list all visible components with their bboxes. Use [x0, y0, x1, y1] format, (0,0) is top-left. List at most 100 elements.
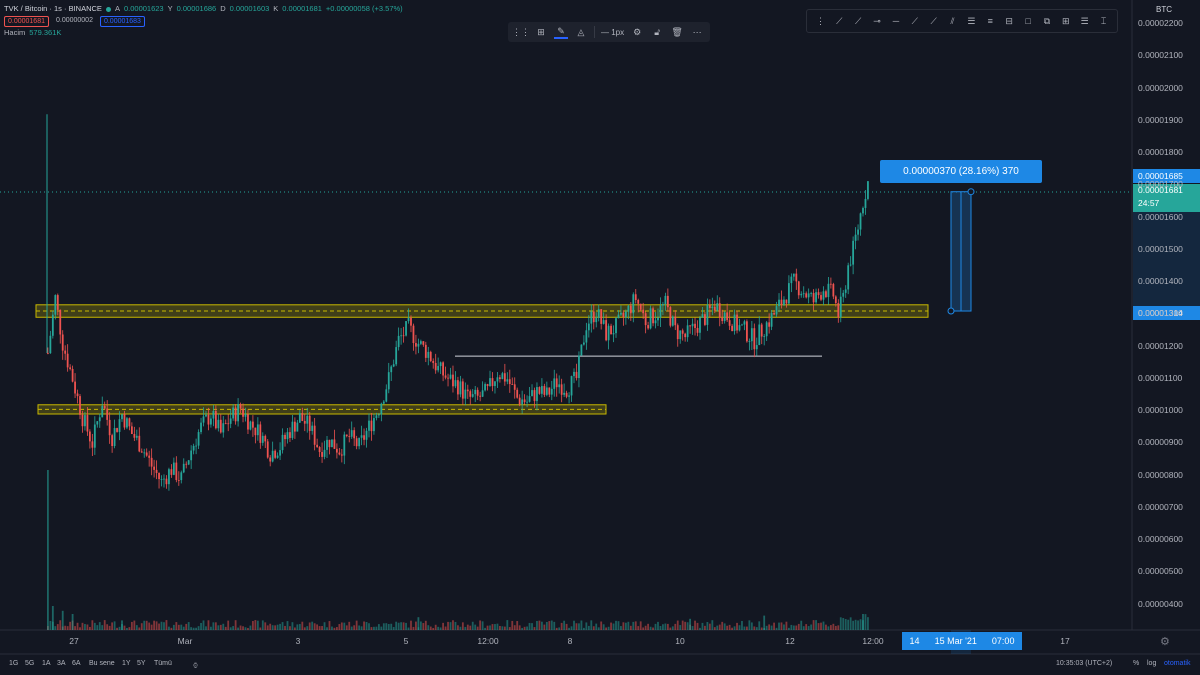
pitchfork-icon[interactable]: ⊟ — [1005, 15, 1013, 26]
candle-body — [422, 341, 425, 345]
settings-icon[interactable]: ⚙ — [633, 26, 642, 37]
candle-body — [595, 317, 598, 323]
volume-spike — [417, 617, 420, 630]
candle-body — [155, 469, 158, 474]
template-icon[interactable]: ⊞ — [537, 26, 545, 37]
date-range-icon[interactable]: ⌶ — [1100, 15, 1107, 26]
volume-bar — [163, 622, 165, 630]
candle-body — [429, 351, 432, 361]
volume-bar — [219, 624, 222, 630]
candle-body — [617, 314, 620, 319]
volume-bar — [249, 625, 252, 630]
candle-body — [172, 462, 175, 475]
fib-extension-icon[interactable]: ≡ — [987, 16, 993, 26]
candle-body — [284, 434, 286, 440]
candle-body — [797, 281, 800, 296]
volume-bar — [620, 626, 622, 630]
candle-body — [64, 350, 67, 354]
gear-icon[interactable]: ⚙ — [1160, 636, 1170, 648]
candle-body — [205, 414, 207, 417]
volume-bar — [153, 620, 156, 630]
volume-bar — [81, 622, 84, 630]
volume-bar — [224, 626, 227, 630]
info-line-icon[interactable]: ⟋ — [930, 15, 937, 26]
timeframe-ytd[interactable]: Bu sene — [89, 660, 115, 667]
trend-line-icon[interactable]: ⟋ — [836, 15, 843, 26]
timeframe-all[interactable]: Tümü — [154, 660, 172, 667]
short-position-icon[interactable]: ☰ — [1080, 15, 1089, 26]
timeframe-5y[interactable]: 5Y — [137, 660, 146, 667]
log-toggle[interactable]: log — [1147, 660, 1157, 667]
volume-bar — [666, 623, 669, 630]
timeframe-5g[interactable]: 5G — [25, 660, 35, 667]
candle-body — [783, 299, 785, 305]
volume-bar — [605, 627, 608, 630]
fill-color-icon[interactable]: ◬ — [577, 26, 585, 37]
candle-body — [694, 323, 696, 329]
parallel-channel-icon[interactable]: ⫽ — [950, 15, 955, 26]
timeframe-1a[interactable]: 1A — [42, 660, 51, 667]
candle-body — [568, 395, 570, 397]
x-tick-label: 12 — [785, 636, 795, 646]
volume-bar — [746, 626, 748, 630]
volume-bar — [867, 617, 869, 630]
drag-handle-icon[interactable]: ⋮⋮ — [512, 26, 530, 37]
volume-bar — [834, 625, 837, 630]
candle-body — [461, 381, 464, 399]
candle-body — [820, 295, 822, 300]
percent-toggle[interactable]: % — [1133, 660, 1140, 667]
volume-bar — [580, 620, 583, 630]
timeframe-6a[interactable]: 6A — [72, 660, 81, 667]
extended-line-icon[interactable]: ⟋ — [911, 15, 918, 26]
date-range-icon[interactable]: ⌚︎ — [192, 663, 199, 670]
fib-retracement-icon[interactable]: ☰ — [967, 15, 976, 26]
volume-bar — [130, 621, 133, 630]
candle-body — [340, 454, 343, 456]
volume-bar — [684, 621, 687, 630]
candle-body — [123, 414, 126, 428]
clock-label[interactable]: 10:35:03 (UTC+2) — [1056, 660, 1113, 667]
trash-icon[interactable]: 🗑︎ — [671, 26, 683, 37]
volume-bar — [501, 626, 504, 630]
volume-bar — [612, 623, 615, 630]
timeframe-3a[interactable]: 3A — [57, 660, 66, 667]
timeframe-1y[interactable]: 1Y — [122, 660, 131, 667]
horizontal-ray-icon[interactable]: ⊸ — [873, 15, 881, 26]
candle-body — [555, 378, 558, 388]
lock-icon[interactable]: 🔓︎ — [654, 26, 661, 37]
candle-body — [168, 469, 170, 485]
horizontal-line-icon[interactable]: ─ — [892, 16, 900, 26]
y-tick-label: 0.00002100 — [1138, 50, 1183, 61]
candle-body — [738, 325, 741, 331]
drag-handle-icon[interactable]: ⋮ — [815, 15, 825, 26]
sell-price-box[interactable]: 0.00001681 — [4, 15, 49, 27]
candle-body — [113, 428, 116, 447]
path-icon[interactable]: ⧉ — [1043, 15, 1051, 26]
candle-body — [523, 399, 526, 403]
pen-color-icon[interactable]: ✎ — [554, 25, 568, 39]
rectangle-icon[interactable]: □ — [1025, 16, 1031, 26]
candle-body — [582, 342, 585, 345]
candle-body — [785, 299, 788, 304]
volume-bar — [343, 622, 346, 630]
volume-bar — [252, 621, 254, 630]
candle-body — [736, 314, 738, 331]
more-icon[interactable]: ⋯ — [692, 26, 702, 37]
volume-bar — [318, 626, 321, 630]
candle-body — [748, 341, 751, 342]
auto-scale-toggle[interactable]: otomatik — [1164, 660, 1191, 667]
candle-body — [864, 198, 867, 208]
buy-price-box[interactable]: 0.00001683 — [99, 15, 145, 27]
long-position-icon[interactable]: ⊞ — [1062, 15, 1070, 26]
volume-bar — [123, 625, 126, 630]
ray-icon[interactable]: ⟋ — [855, 15, 862, 26]
measure-label[interactable]: 0.00000370 (28.16%) 370 — [880, 160, 1042, 183]
candle-body — [760, 324, 763, 337]
timeframe-1g[interactable]: 1G — [9, 660, 19, 667]
volume-bar — [165, 620, 168, 630]
line-width-button[interactable]: — 1px — [601, 27, 625, 37]
symbol-label[interactable]: TVK / Bitcoin · 1s · BINANCE — [4, 4, 102, 13]
live-status-dot — [105, 6, 111, 12]
candle-body — [481, 390, 484, 397]
